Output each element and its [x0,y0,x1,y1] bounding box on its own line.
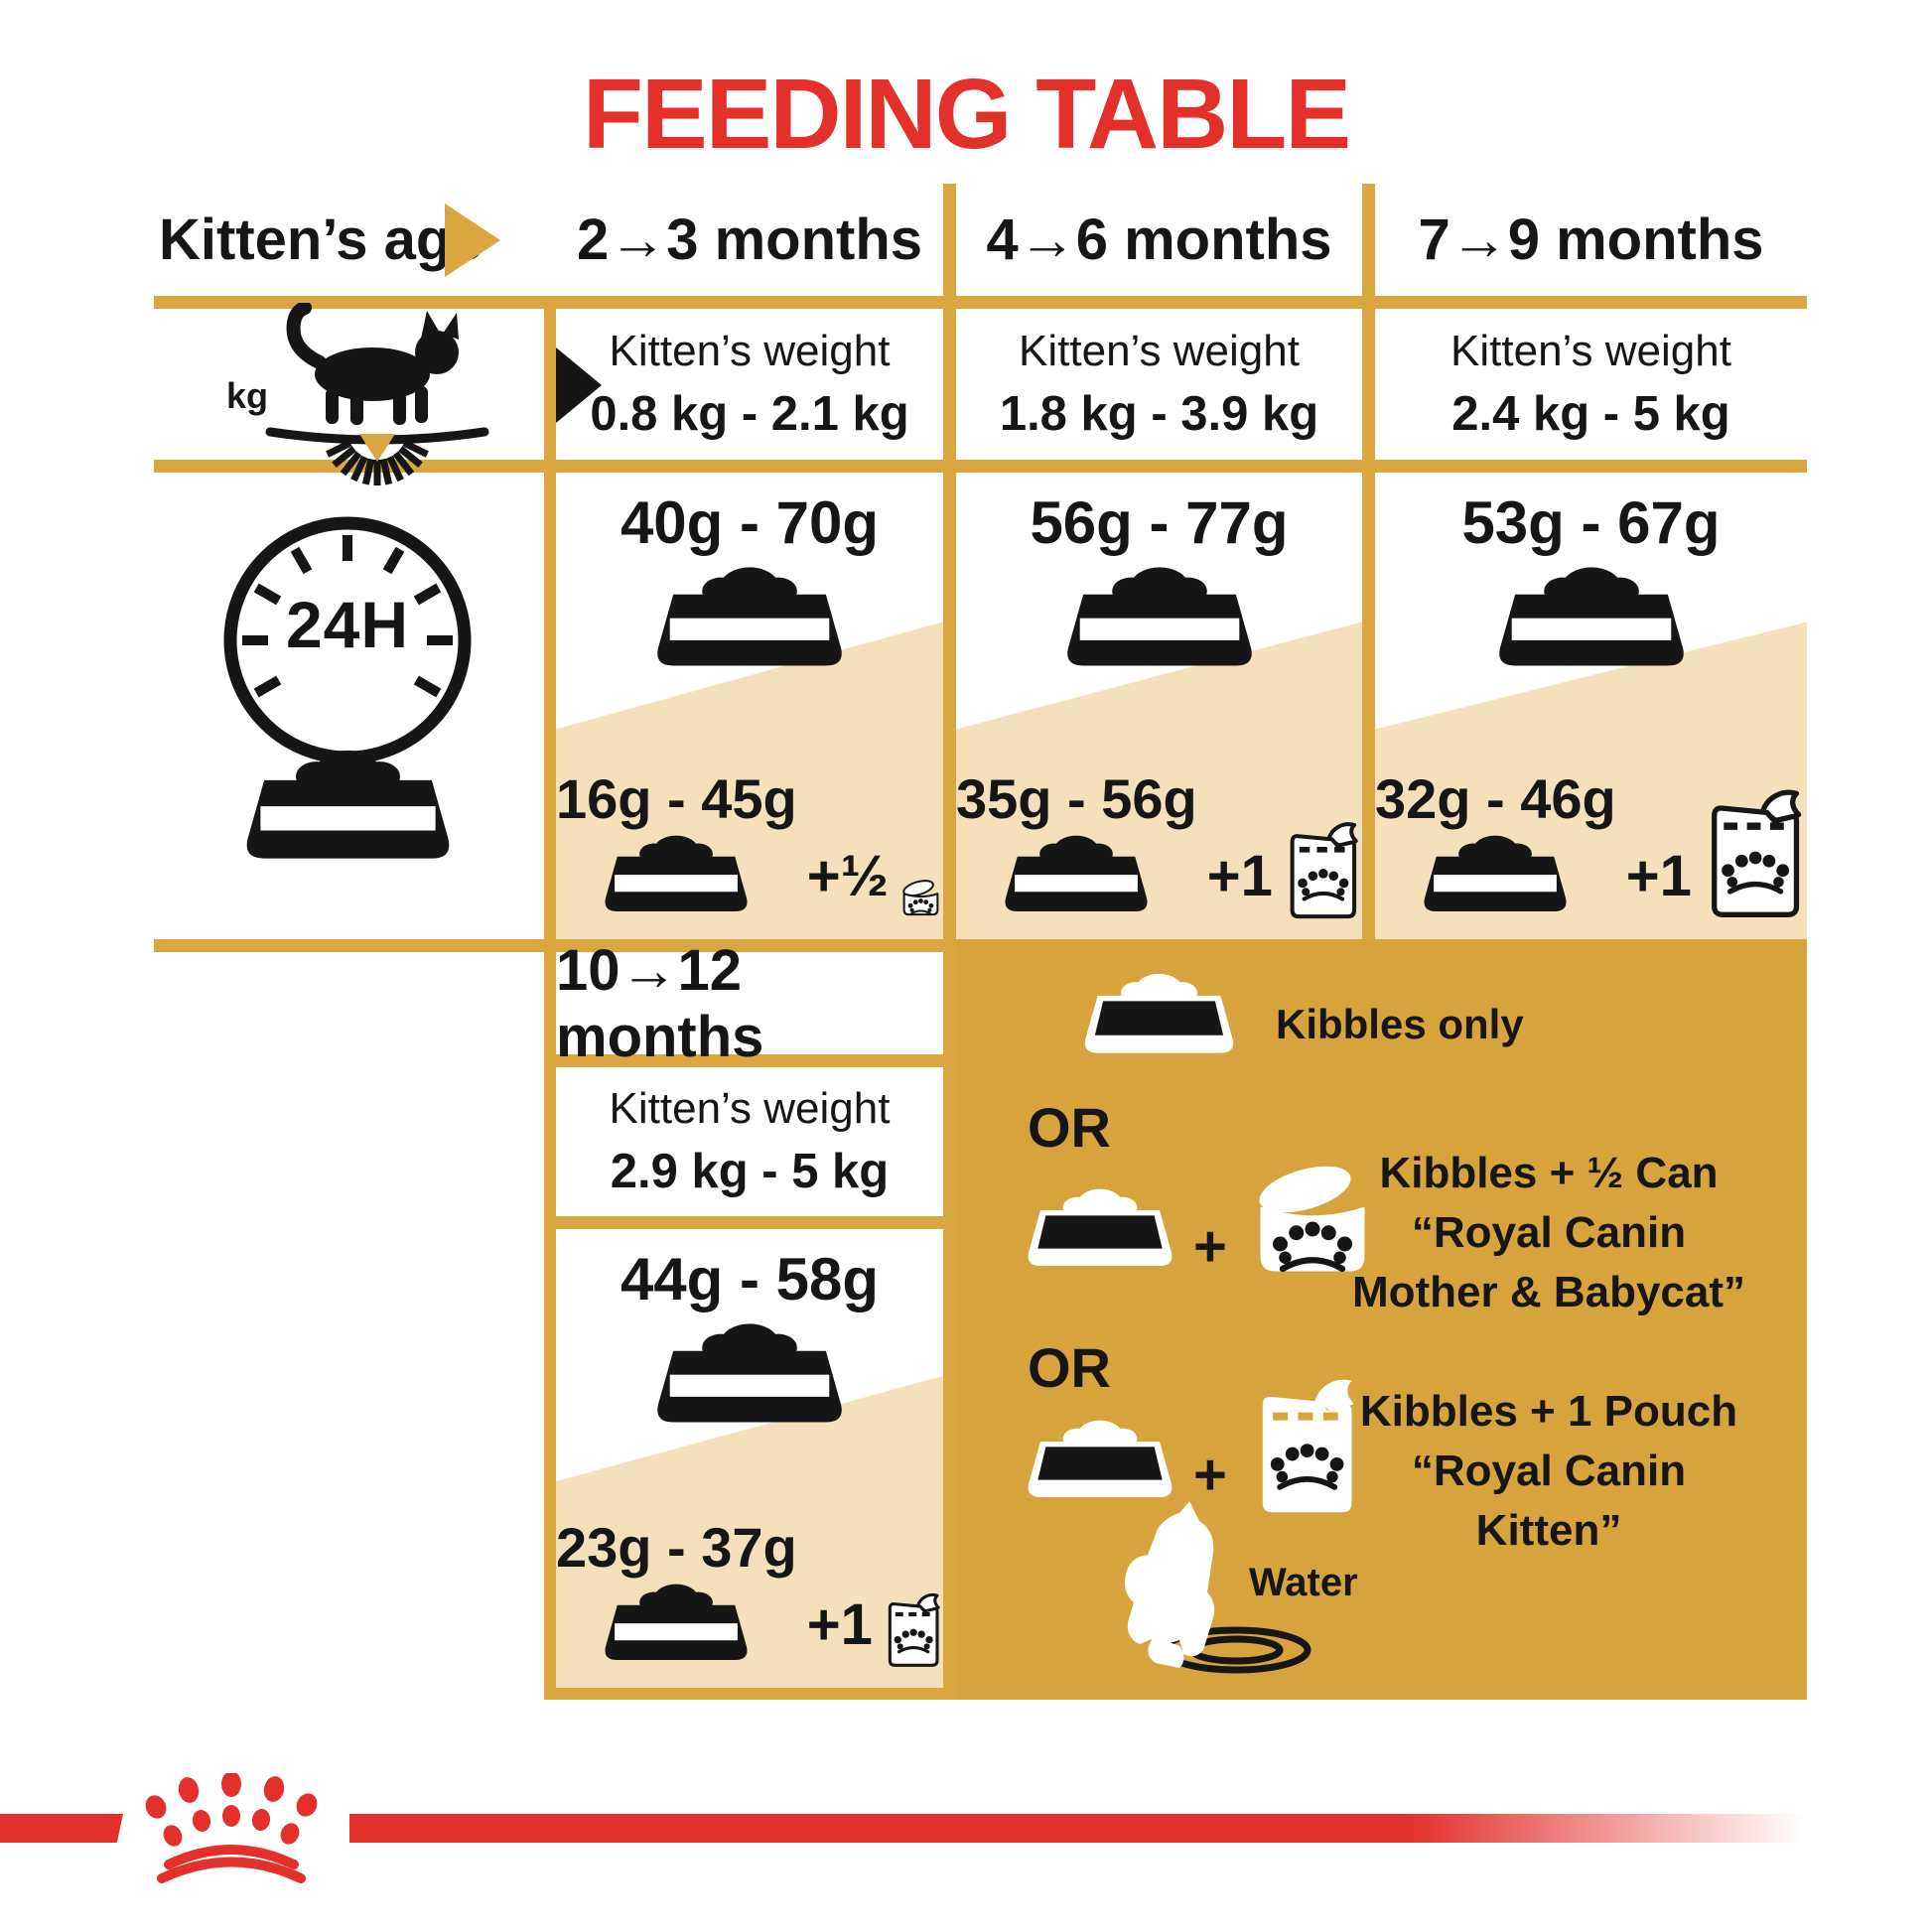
mixed-amount: 32g - 46g [1375,767,1616,831]
weight-cell-3: Kitten’s weight 2.4 kg - 5 kg [1375,309,1807,460]
weight-cell-4: Kitten’s weight 2.9 kg - 5 kg [556,1067,943,1216]
plus-one-label: +1 [1206,844,1273,908]
mixed-feeding-row: 35g - 56g +1 [956,766,1362,919]
grid-line [154,296,1807,309]
food-bowl-icon [1424,835,1567,912]
pouch-option-text: Kibbles + 1 Pouch “Royal Canin Kitten” [1359,1387,1738,1555]
brand-stripe-left [0,1814,123,1843]
grid-line [1362,184,1375,939]
weight-value: 2.4 kg - 5 kg [1451,387,1730,441]
grid-line [544,1216,955,1229]
plus-half-label: +½ [806,844,890,908]
food-bowl-icon [1066,567,1252,666]
wet-food-pouch-icon [1702,788,1807,919]
kibbles-amount: 44g - 58g [620,1246,880,1312]
grid-line [154,460,1807,473]
plus-one-label: +1 [1625,844,1692,908]
mixed-amount: 23g - 37g [556,1516,797,1580]
royal-canin-crown-logo [145,1773,318,1883]
page-title: FEEDING TABLE [582,59,1351,170]
weight-cell-2: Kitten’s weight 1.8 kg - 3.9 kg [956,309,1362,460]
kibbles-amount: 53g - 67g [1461,489,1721,556]
age-col-4: 10→12 months [556,938,943,1069]
kittens-age-header: Kitten’s age [159,207,483,272]
weight-value: 1.8 kg - 3.9 kg [999,387,1319,441]
ration-cell-4-6-months: 56g - 77g 35g - 56g +1 [956,473,1362,939]
drinking-cat-icon [1125,1501,1215,1668]
food-bowl-icon [1005,835,1148,912]
plus-sign: + [1193,1443,1227,1507]
wet-food-pouch-icon [1283,821,1362,919]
kibbles-only-label: Kibbles only [1276,1001,1524,1047]
gold-play-arrow-icon [445,204,500,277]
mixed-feeding-row: 32g - 46g +1 [1375,766,1807,919]
mixed-amount: 16g - 45g [556,767,797,831]
kibbles-bowl-white-icon [1084,973,1234,1053]
food-bowl-icon [605,1584,748,1661]
kitten-weight-scale-icon [265,303,489,485]
wet-food-can-icon [898,879,943,917]
brand-stripe-right [349,1814,1819,1843]
age-col-2: 4→6 months [986,207,1332,272]
or-label: OR [1028,1096,1111,1159]
weight-label: Kitten’s weight [1019,327,1300,375]
legend-panel [956,939,1807,1700]
grid-line [544,1054,955,1067]
ration-cell-7-9-months: 53g - 67g 32g - 46g +1 [1375,473,1807,939]
kibbles-amount: 40g - 70g [620,489,880,556]
or-label: OR [1028,1336,1111,1399]
food-bowl-icon [657,1323,842,1423]
24h-label: 24H [285,588,410,661]
weight-label: Kitten’s weight [609,327,891,375]
food-bowl-icon [246,750,450,859]
weight-value: 2.9 kg - 5 kg [610,1145,890,1198]
food-bowl-icon [657,567,842,666]
kibbles-amount: 56g - 77g [1030,489,1289,556]
weight-label: Kitten’s weight [1450,327,1731,375]
food-bowl-icon [605,835,748,912]
weight-cell-1: Kitten’s weight 0.8 kg - 2.1 kg [556,309,943,460]
can-option-text: Kibbles + ½ Can “Royal Canin Mother & Ba… [1351,1149,1746,1316]
black-arrow-icon [556,347,602,423]
wet-food-pouch-icon [883,1592,943,1668]
weight-label: Kitten’s weight [609,1084,891,1133]
grid-line [544,1688,955,1700]
weight-value: 0.8 kg - 2.1 kg [590,387,909,441]
mixed-amount: 35g - 56g [956,767,1197,831]
grid-line [943,184,956,1700]
kg-unit-label: kg [226,375,269,416]
mixed-feeding-row: 23g - 37g +1 [556,1515,943,1668]
age-col-1: 2→3 months [576,207,923,272]
ration-cell-2-3-months: 40g - 70g 16g - 45g +½ [556,473,943,939]
mixed-feeding-row: 16g - 45g +½ [556,766,943,919]
grid-line [544,296,556,1700]
ration-cell-10-12-months: 44g - 58g 23g - 37g +1 [556,1229,943,1688]
food-bowl-icon [1498,567,1684,666]
kibbles-bowl-white-icon [1028,1188,1173,1266]
plus-one-label: +1 [806,1592,873,1657]
water-label: Water [1249,1561,1358,1604]
kibbles-bowl-white-icon [1028,1420,1173,1497]
age-col-3: 7→9 months [1418,207,1764,272]
plus-sign: + [1193,1214,1227,1279]
